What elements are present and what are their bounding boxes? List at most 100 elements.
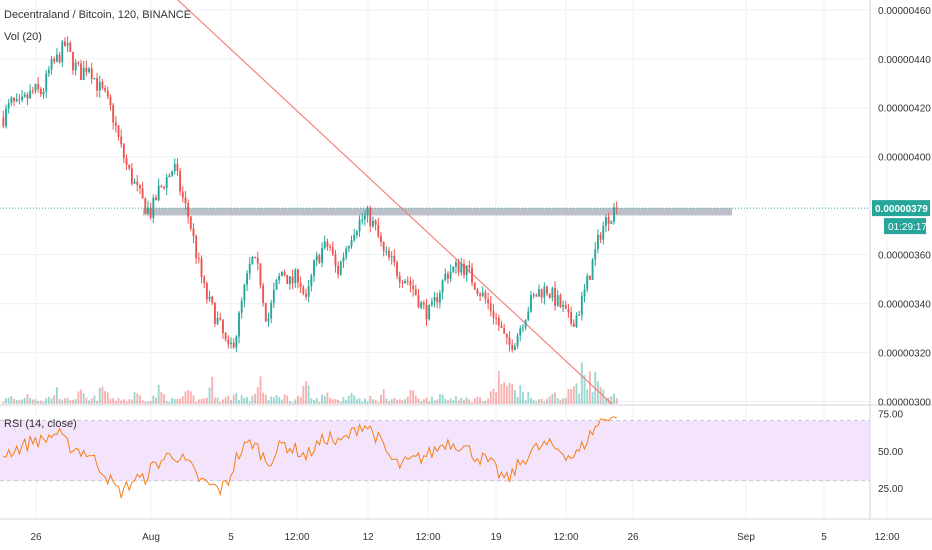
price-tick-label: 0.00000400 xyxy=(878,153,931,164)
volume-bar xyxy=(283,394,286,404)
candle-body xyxy=(31,90,34,92)
volume-bar xyxy=(516,396,519,404)
candle-body xyxy=(588,275,591,280)
candle-body xyxy=(548,293,551,298)
rsi-axis[interactable]: 75.00 50.00 25.00 xyxy=(878,409,903,495)
candle-body xyxy=(382,241,385,252)
volume-bar xyxy=(404,399,407,404)
candle-body xyxy=(455,262,457,267)
candle-body xyxy=(155,197,157,201)
volume-bar xyxy=(398,399,401,404)
candle-body xyxy=(366,207,369,216)
candle-body xyxy=(88,68,90,72)
volume-bar xyxy=(42,401,45,404)
candle-body xyxy=(141,188,144,199)
candle-body xyxy=(101,81,104,89)
candle-body xyxy=(613,207,615,222)
candle-body xyxy=(546,286,548,294)
volume-bar xyxy=(216,397,219,404)
candle-body xyxy=(420,302,423,308)
trendline[interactable] xyxy=(120,0,613,405)
volume-bar xyxy=(508,382,511,404)
candle-body xyxy=(280,271,283,276)
time-tick-label: 12:00 xyxy=(415,532,440,543)
candle-body xyxy=(508,337,511,345)
candle-body xyxy=(358,219,361,232)
rsi-label: RSI (14, close) xyxy=(4,418,77,430)
volume-bar xyxy=(128,399,131,404)
candle-body xyxy=(484,292,487,300)
volume-bar xyxy=(347,395,350,404)
volume-bar xyxy=(596,381,599,404)
candle-body xyxy=(430,301,433,305)
volume-bar xyxy=(331,399,334,404)
volume-bar xyxy=(532,399,535,404)
candle-body xyxy=(607,217,610,224)
candle-body xyxy=(363,215,366,220)
volume-bar xyxy=(21,399,24,404)
candle-body xyxy=(516,335,519,347)
candle-body xyxy=(104,88,107,91)
candle-body xyxy=(406,281,409,283)
rsi-tick-label: 25.00 xyxy=(878,484,903,495)
candle-body xyxy=(246,273,248,285)
price-tick-label: 0.00000460 xyxy=(878,6,931,17)
candle-body xyxy=(278,275,281,281)
volume-bar xyxy=(10,396,13,404)
candle-body xyxy=(527,311,530,320)
candle-body xyxy=(497,317,500,326)
candle-body xyxy=(200,258,203,278)
candle-body xyxy=(50,58,53,70)
candle-body xyxy=(39,88,42,95)
volume-bar xyxy=(562,398,565,404)
candle-body xyxy=(398,275,401,283)
candle-body xyxy=(10,97,13,104)
volume-bar xyxy=(262,392,265,404)
volume-bar xyxy=(385,398,388,404)
volume-bar xyxy=(112,398,115,404)
volume-bar xyxy=(505,385,508,404)
candle-body xyxy=(42,91,45,95)
time-tick-label: 19 xyxy=(490,532,502,543)
candle-body xyxy=(13,97,15,102)
volume-bar xyxy=(463,399,465,404)
volume-bar xyxy=(106,392,109,404)
volume-bar xyxy=(556,397,559,404)
volume-bar xyxy=(430,396,433,404)
candle-body xyxy=(47,69,50,74)
volume-bar xyxy=(251,395,254,404)
volume-bar xyxy=(345,399,348,404)
candle-body xyxy=(388,251,390,258)
volume-bar xyxy=(15,399,18,404)
volume-bar xyxy=(136,393,139,404)
volume-bar xyxy=(540,398,543,404)
volume-bar xyxy=(535,401,538,404)
candle-body xyxy=(29,90,32,99)
volume-bar xyxy=(497,371,500,404)
volume-bar xyxy=(39,400,42,404)
candle-body xyxy=(567,309,570,313)
candle-body xyxy=(409,281,412,286)
candle-body xyxy=(385,251,388,253)
volume-bar xyxy=(176,399,179,404)
volume-bar xyxy=(580,362,583,404)
candle-body xyxy=(34,83,37,92)
volume-bar xyxy=(256,387,259,404)
candle-body xyxy=(532,294,535,296)
volume-bar xyxy=(232,394,235,404)
volume-bar xyxy=(489,391,492,404)
volume-bar xyxy=(144,401,147,404)
candle-body xyxy=(473,282,476,290)
candle-body xyxy=(15,99,18,102)
volume-bar xyxy=(519,385,522,404)
volume-bar xyxy=(125,400,128,404)
time-tick-label: Aug xyxy=(142,532,160,543)
candle-body xyxy=(187,203,190,217)
price-axis[interactable]: 0.00000460 0.00000440 0.00000420 0.00000400… xyxy=(878,6,931,409)
candle-body xyxy=(380,236,382,242)
volume-bar xyxy=(372,399,374,404)
candle-body xyxy=(599,234,602,240)
time-axis[interactable]: 26 Aug 5 12:00 12 12:00 19 12:00 26 Sep 5 12:00 xyxy=(30,532,900,543)
candle-body xyxy=(238,312,240,337)
